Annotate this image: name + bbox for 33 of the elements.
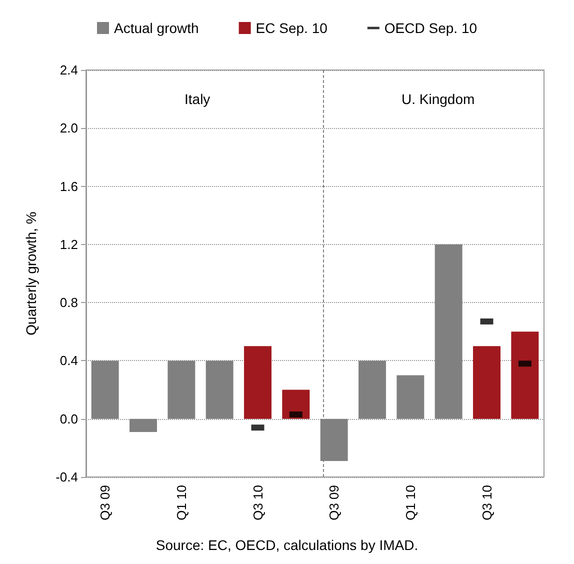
bar: [320, 418, 348, 462]
bar: [282, 390, 310, 419]
y-tick-label: -0.4: [56, 470, 78, 484]
x-tick-label: Q1 10: [402, 485, 418, 520]
x-tick-label: Q3 09: [326, 485, 342, 520]
bar: [168, 360, 196, 419]
y-axis-title: Quarterly growth, %: [23, 212, 39, 336]
x-tick-label: Q3 09: [98, 485, 113, 520]
source-note: Source: EC, OECD, calculations by IMAD.: [156, 537, 418, 553]
bar: [473, 346, 500, 419]
x-tick-label: Q3 10: [479, 485, 494, 520]
y-tick-label: 0.0: [60, 411, 78, 426]
bar: [91, 360, 119, 419]
y-tick-label: 0.8: [60, 295, 78, 310]
legend-label: EC Sep. 10: [256, 20, 328, 36]
y-tick-label: 2.0: [60, 120, 78, 136]
x-tick-label: Q3 10: [250, 485, 266, 520]
y-tick-label: 0.4: [60, 353, 78, 368]
legend-label: Actual growth: [114, 20, 199, 36]
x-tick-label: Q1 10: [174, 485, 189, 520]
bar: [358, 360, 386, 419]
annotation: Italy: [184, 91, 210, 107]
y-tick-label: 1.2: [60, 236, 78, 252]
y-tick-label: 1.6: [60, 178, 78, 194]
bar: [206, 360, 234, 419]
bar: [511, 332, 539, 419]
bar: [244, 346, 272, 419]
y-tick-label: 2.4: [60, 62, 78, 78]
annotation: U. Kingdom: [402, 91, 475, 107]
bar: [130, 418, 157, 432]
bar: [434, 244, 462, 419]
legend-label: OECD Sep. 10: [384, 20, 478, 36]
bar: [396, 375, 424, 419]
